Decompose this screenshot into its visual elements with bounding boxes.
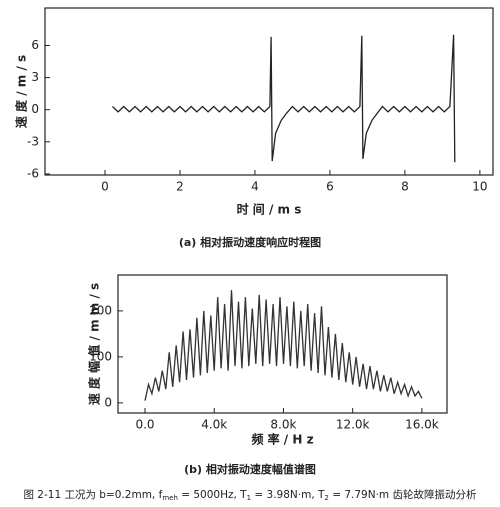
y-tick-label: 200 xyxy=(89,303,112,317)
x-tick-label: 8.0k xyxy=(270,418,296,432)
y-axis-label: 速 度 / m / s xyxy=(14,55,29,128)
y-tick-label: 100 xyxy=(89,349,112,363)
y-tick-label: 0 xyxy=(104,395,112,409)
data-line xyxy=(112,34,456,163)
x-tick-label: 4 xyxy=(251,180,259,194)
caption-text: 图 2-11 工况为 b=0.2mm, f xyxy=(23,489,162,501)
y-tick-label: -6 xyxy=(27,166,39,180)
y-tick-label: 0 xyxy=(31,102,39,116)
x-tick-label: 0.0 xyxy=(135,418,154,432)
x-axis-label: 频 率 / H z xyxy=(251,432,313,447)
x-tick-label: 10 xyxy=(472,180,487,194)
y-axis-label: 速 度 幅 值 / m m / s xyxy=(87,283,102,405)
x-axis-label: 时 间 / m s xyxy=(237,202,302,217)
caption-text: = 3.98N·m, T xyxy=(251,489,325,501)
chart-caption: (a) 相对振动速度响应时程图 xyxy=(179,235,321,249)
x-tick-label: 8 xyxy=(401,180,409,194)
data-line xyxy=(144,290,423,401)
figure-caption: 图 2-11 工况为 b=0.2mm, fmeh = 5000Hz, T1 = … xyxy=(23,488,477,502)
x-tick-label: 6 xyxy=(326,180,334,194)
x-tick-label: 12.0k xyxy=(336,418,370,432)
chart-caption: (b) 相对振动速度幅值谱图 xyxy=(184,462,316,476)
x-tick-label: 0 xyxy=(101,180,109,194)
plot-frame xyxy=(44,7,494,176)
y-tick-label: -3 xyxy=(27,134,39,148)
x-tick-label: 2 xyxy=(176,180,184,194)
y-tick-label: 6 xyxy=(31,38,39,52)
subscript: meh xyxy=(162,494,178,502)
caption-text: = 5000Hz, T xyxy=(178,489,247,501)
caption-text: = 7.79N·m 齿轮故障振动分析 xyxy=(329,488,477,501)
subscript: 1 xyxy=(247,494,251,502)
plot-frame xyxy=(117,274,448,414)
y-tick-label: 3 xyxy=(31,70,39,84)
subscript: 2 xyxy=(324,494,328,502)
x-tick-label: 16.0k xyxy=(405,418,439,432)
x-tick-label: 4.0k xyxy=(201,418,227,432)
